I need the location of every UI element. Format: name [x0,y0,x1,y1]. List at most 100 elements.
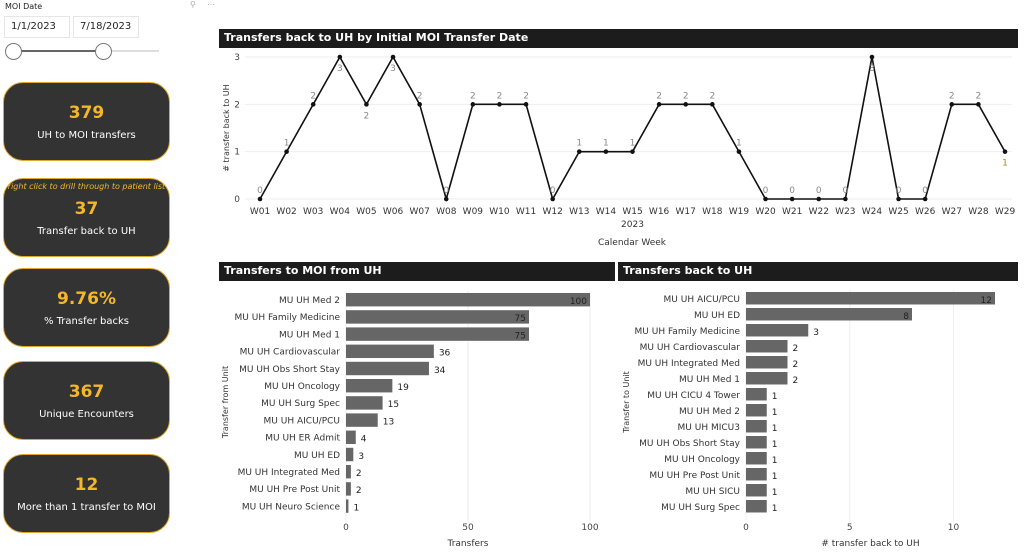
data-label: 2 [523,91,529,101]
category-label: MU UH Family Medicine [235,313,341,323]
drill-hint: right click to drill through to patient … [7,182,166,191]
bar [746,452,767,465]
x-tick-label: 100 [581,523,598,533]
bar [746,388,767,401]
bar [746,468,767,481]
x-axis-title: # transfer back to UH [821,539,919,549]
category-label: MU UH Family Medicine [635,327,741,337]
x-tick-label: W02 [276,207,296,217]
bar [346,293,590,307]
data-point [896,196,901,202]
data-label: 0 [550,186,556,196]
slider-end-handle[interactable] [95,43,112,60]
data-point [763,196,768,202]
line-chart-title: Transfers back to UH by Initial MOI Tran… [219,29,1018,48]
kpi-card-unique: 367 Unique Encounters [3,361,170,440]
value-label: 2 [793,376,799,386]
data-label: 0 [842,186,848,196]
x-tick-label: W25 [888,207,908,217]
data-point [869,54,875,60]
data-label: 2 [417,91,423,101]
data-point [470,102,476,107]
y-axis-title: Transfer to Unit [622,371,631,434]
data-point [710,102,715,107]
data-label: 1 [736,139,742,149]
slider-start-handle[interactable] [5,43,22,60]
data-point [630,149,635,154]
kpi-card-transfers: 379 UH to MOI transfers [3,82,170,161]
data-label: 2 [656,91,662,101]
y-tick-label: 2 [234,100,240,110]
kpi-value: 37 [74,199,99,219]
data-point [816,196,822,202]
category-label: MU UH Med 1 [279,330,340,340]
x-axis-title: Transfers [447,539,489,549]
data-label: 2 [310,91,316,101]
bar-chart-left-title: Transfers to MOI from UH [219,262,615,281]
kpi-card-transfer-back[interactable]: right click to drill through to patient … [3,178,170,257]
data-label: 3 [390,64,396,74]
start-date-input[interactable]: 1/1/2023 [4,16,70,38]
x-tick-label: W23 [835,207,855,217]
data-point [257,196,263,202]
x-tick-label: W01 [250,207,270,217]
data-label: 3 [869,64,875,74]
end-date-input[interactable]: 7/18/2023 [73,16,139,38]
y-axis-title: # transfer back to UH [222,84,231,171]
value-label: 3 [358,452,364,462]
x-tick-label: W11 [516,207,536,217]
data-point [417,102,422,107]
category-label: MU UH Med 1 [679,375,740,385]
kpi-value: 12 [74,475,99,495]
category-label: MU UH Cardiovascular [640,343,741,353]
data-point [523,102,529,107]
x-tick-label: W27 [942,207,962,217]
bar [346,447,354,462]
value-label: 100 [570,297,587,307]
value-label: 2 [793,344,799,354]
pin-icon[interactable]: ⚲ [190,0,196,9]
value-label: 1 [772,472,778,482]
bar [746,356,788,369]
category-label: MU UH Integrated Med [238,468,340,478]
category-label: MU UH SICU [685,487,740,497]
value-label: 13 [383,417,394,427]
x-tick-label: W20 [755,207,776,217]
data-label: 2 [976,91,982,101]
bar [746,324,809,337]
x-tick-label: W04 [330,207,351,217]
x-tick-label: W26 [915,207,936,217]
category-label: MU UH Surg Spec [261,399,340,409]
data-point [656,102,662,107]
kpi-value: 379 [68,103,105,123]
category-label: MU UH ED [294,451,340,461]
x-tick-label: W06 [383,207,404,217]
kpi-card-percent: 9.76% % Transfer backs [3,268,170,347]
kpi-label: More than 1 transfer to MOI [17,502,156,513]
data-point [949,102,955,107]
bar [346,327,529,341]
data-point [337,54,343,60]
kpi-card-multi: 12 More than 1 transfer to MOI [3,454,170,533]
category-label: MU UH Obs Short Stay [239,365,341,375]
x-tick-label: 50 [462,523,474,533]
category-label: MU UH Obs Short Stay [639,439,741,449]
data-label: 0 [257,186,263,196]
data-label: 0 [763,186,769,196]
bar [346,413,378,427]
kpi-label: Unique Encounters [39,409,134,420]
data-point [789,196,795,202]
x-tick-label: 5 [847,523,853,533]
more-options-icon[interactable]: ⋯ [207,0,215,9]
x-tick-label: W14 [596,207,617,217]
value-label: 1 [772,408,778,418]
data-label: 2 [470,91,476,101]
category-label: MU UH ER Admit [265,434,340,444]
kpi-label: UH to MOI transfers [37,130,136,141]
y-axis-title: Transfer from Unit [221,366,230,439]
category-label: MU UH Pre Post Unit [249,485,340,495]
bar [346,396,383,410]
data-point [497,102,502,107]
data-point [736,149,742,154]
